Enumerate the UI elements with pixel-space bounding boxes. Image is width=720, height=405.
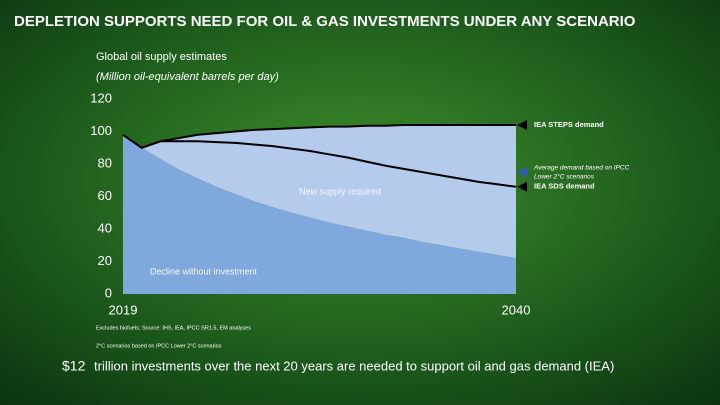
y-axis-label: (Million oil-equivalent barrels per day) <box>96 71 279 83</box>
subtitle: Global oil supply estimates <box>96 51 227 63</box>
chart-title: DEPLETION SUPPORTS NEED FOR OIL & GAS IN… <box>14 13 636 30</box>
y-tick-label: 120 <box>90 90 112 105</box>
y-tick-label: 100 <box>90 123 112 138</box>
y-tick-label: 80 <box>98 155 112 170</box>
steps-line <box>122 124 516 149</box>
y-tick-label: 40 <box>98 220 112 235</box>
y-tick-label: 60 <box>98 188 112 203</box>
area-label: New supply required <box>299 186 381 196</box>
area-new-supply <box>123 125 516 259</box>
y-tick-label: 0 <box>105 285 112 300</box>
x-tick-label: 2019 <box>109 302 138 317</box>
annotation: Average demand based on IPCC <box>533 165 630 172</box>
footnote: Excludes biofuels; Source: IHS, IEA, IPC… <box>96 325 251 331</box>
series-label: IEA SDS demand <box>534 182 595 191</box>
sds-line <box>122 133 517 188</box>
x-tick-label: 2040 <box>502 302 531 317</box>
series-label: IEA STEPS demand <box>534 120 604 129</box>
pointer <box>517 167 527 177</box>
pointer <box>517 181 527 192</box>
annotation: Lower 2°C scenarios <box>534 173 595 181</box>
area-decline <box>123 134 516 294</box>
footnote: 2°C scenarios based on IPCC Lower 2°C sc… <box>96 343 222 349</box>
highlight-text: trillion investments over the next 20 ye… <box>94 358 614 373</box>
pointer <box>517 120 527 130</box>
area-label: Decline without investment <box>150 266 258 276</box>
highlight-figure: $12 <box>62 358 86 374</box>
y-tick-label: 20 <box>98 253 112 268</box>
